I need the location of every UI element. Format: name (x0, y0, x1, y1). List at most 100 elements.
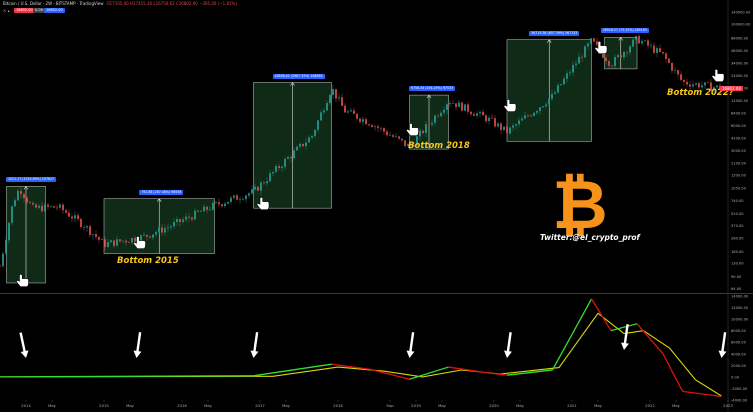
measure-box-label: 28916.27 (75.35%) 289163 (600, 28, 649, 34)
candle-body (77, 215, 79, 220)
candle-body (197, 210, 199, 212)
candle-body (464, 104, 466, 111)
ohlc-values: O17105.00 H17415.26 L16750.62 C16802.00 … (106, 1, 237, 6)
candle-body (476, 113, 478, 116)
candle-body (515, 124, 517, 126)
indicator-tick-label: 14000.00 (731, 295, 749, 299)
price-tick-label: 64.00 (731, 287, 742, 291)
candle-body (380, 127, 382, 129)
candle-body (692, 84, 694, 87)
candle-body (269, 173, 271, 182)
candle-body (155, 232, 157, 235)
arrow-down-icon (718, 332, 727, 358)
twitter-handle: Twitter:@el_crypto_prof (540, 233, 640, 242)
candle-body (311, 135, 313, 138)
candle-body (698, 83, 700, 88)
candle-body (410, 144, 412, 146)
candle-body (536, 111, 538, 113)
arrow-down-icon (504, 332, 512, 358)
indicator-line-segment (506, 369, 553, 376)
candle-body (158, 227, 160, 233)
current-price-tag: 16802.00 (719, 85, 743, 91)
hand-pointer-icon (256, 197, 270, 210)
hand-pointer-icon (16, 274, 29, 287)
candle-body (296, 146, 298, 151)
candle-body (182, 219, 184, 222)
indicator-line-segment (409, 366, 449, 380)
time-tick-label: 2017 (255, 403, 265, 408)
candle-body (596, 41, 598, 45)
candle-body (53, 206, 55, 208)
price-tick-label: 1500.00 (731, 174, 747, 178)
candle-body (170, 226, 172, 228)
candle-body (512, 125, 514, 128)
candle-body (251, 189, 253, 194)
time-axis: 2014 May 2015 May 2016 May 2017 May 2018 Sep 2019 M… (21, 400, 733, 408)
hand-pointer-icon (503, 99, 517, 112)
candle-body (308, 137, 310, 143)
candle-body (179, 219, 181, 222)
candle-body (284, 158, 286, 167)
indicator-tick-label: -2000.00 (731, 387, 748, 391)
indicator-line-segment (370, 368, 410, 380)
time-tick-label: 2016 (177, 403, 187, 408)
candle-body (305, 142, 307, 147)
candle-body (434, 115, 436, 123)
price-tick-label: 2100.00 (731, 162, 747, 166)
measure-boxes (6, 36, 638, 284)
candle-body (161, 227, 163, 233)
price-tick-label: 100000.00 (731, 23, 751, 27)
candle-body (629, 46, 631, 53)
sell-chip[interactable]: 16802.00 (14, 8, 35, 13)
candle-body (50, 206, 52, 207)
candle-body (278, 166, 280, 168)
candle-body (191, 217, 193, 220)
candle-body (563, 78, 565, 85)
candle-body (71, 216, 73, 219)
candle-body (320, 112, 322, 121)
candle-body (650, 45, 652, 47)
candle-body (302, 143, 304, 147)
candle-body (8, 222, 10, 241)
candle-body (350, 110, 352, 112)
candle-body (416, 136, 418, 146)
price-tick-label: 140000.00 (731, 11, 751, 15)
time-tick-label: 2021 (567, 403, 577, 408)
candle-body (209, 209, 211, 211)
candle-body (431, 122, 433, 125)
candle-body (680, 74, 682, 80)
candle-body (545, 104, 547, 107)
legend-toggle[interactable]: × ▴ (3, 8, 10, 13)
candle-body (134, 237, 136, 242)
candle-body (491, 117, 493, 119)
measure-arrowhead (426, 94, 432, 99)
candle-body (113, 240, 115, 246)
candle-body (326, 103, 328, 111)
candle-body (548, 98, 550, 105)
price-tick-label: 68000.00 (731, 36, 749, 40)
symbol-title[interactable]: Bitcoin / U.S. Dollar · 2W · BITSTAMP · … (3, 1, 104, 6)
candle-body (266, 181, 268, 184)
candle-body (353, 110, 355, 114)
candle-body (533, 112, 535, 116)
candle-body (272, 171, 274, 174)
candle-body (335, 89, 337, 99)
candle-body (707, 82, 709, 83)
candle-body (407, 144, 409, 146)
time-tick-label: May (438, 403, 447, 408)
candle-body (131, 237, 133, 243)
candle-body (437, 115, 439, 117)
candle-body (359, 118, 361, 122)
candle-body (236, 195, 238, 200)
candle-body (572, 65, 574, 73)
candle-body (164, 228, 166, 233)
candle-body (617, 55, 619, 58)
candle-body (644, 40, 646, 42)
buy-chip[interactable]: 16802.00 (44, 8, 65, 13)
candle-body (440, 112, 442, 117)
candle-body (461, 102, 463, 111)
candle-body (602, 51, 604, 58)
candle-body (527, 115, 529, 117)
candle-body (497, 123, 499, 127)
